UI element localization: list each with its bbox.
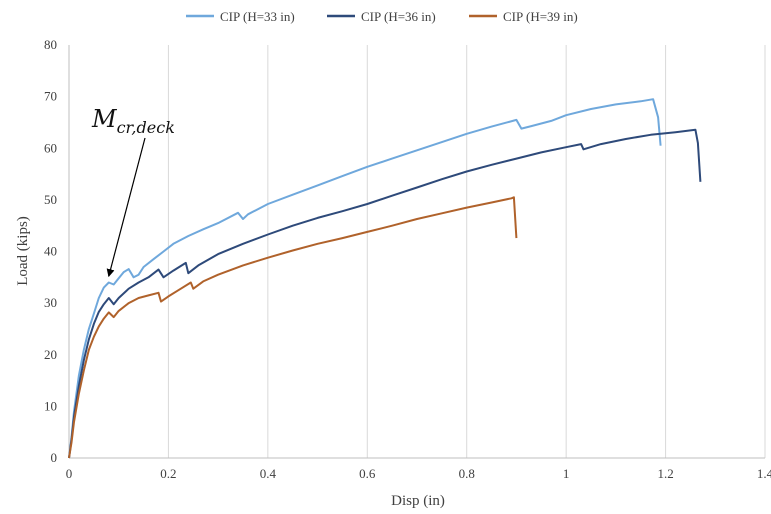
annotation-label: Mcr,deck	[91, 105, 175, 137]
y-tick-label: 60	[44, 140, 57, 155]
x-tick-label: 0.6	[359, 466, 376, 481]
x-tick-label: 0.2	[160, 466, 176, 481]
y-tick-label: 80	[44, 37, 57, 52]
annotation: Mcr,deck	[91, 105, 175, 278]
y-tick-label: 10	[44, 398, 57, 413]
legend-label-3: CIP (H=39 in)	[503, 9, 578, 24]
x-tick-label: 1.2	[657, 466, 673, 481]
y-tick-label: 70	[44, 89, 57, 104]
x-tick-label: 1.4	[757, 466, 771, 481]
annotation-arrow	[106, 137, 146, 278]
legend-label-2: CIP (H=36 in)	[361, 9, 436, 24]
series-line-3	[68, 196, 518, 459]
x-tick-label: 0.4	[260, 466, 277, 481]
series-lines	[68, 98, 702, 459]
axes	[68, 45, 765, 459]
y-axis-title: Load (kips)	[15, 216, 31, 286]
legend: CIP (H=33 in) CIP (H=36 in) CIP (H=39 in)	[186, 9, 578, 24]
series-line-2	[68, 128, 702, 459]
y-tick-label: 30	[44, 295, 57, 310]
y-tick-label: 40	[44, 244, 57, 259]
gridlines	[167, 45, 766, 458]
legend-label-1: CIP (H=33 in)	[220, 9, 295, 24]
x-axis-title: Disp (in)	[391, 493, 445, 509]
x-tick-labels: 0 0.2 0.4 0.6 0.8 1 1.2 1.4	[66, 466, 771, 481]
x-tick-label: 0	[66, 466, 73, 481]
x-tick-label: 1	[563, 466, 570, 481]
y-tick-label: 0	[51, 450, 58, 465]
y-tick-label: 20	[44, 347, 57, 362]
x-tick-label: 0.8	[459, 466, 475, 481]
y-tick-label: 50	[44, 192, 57, 207]
series-line-1	[68, 98, 662, 459]
y-tick-labels: 0 10 20 30 40 50 60 70 80	[44, 37, 57, 465]
